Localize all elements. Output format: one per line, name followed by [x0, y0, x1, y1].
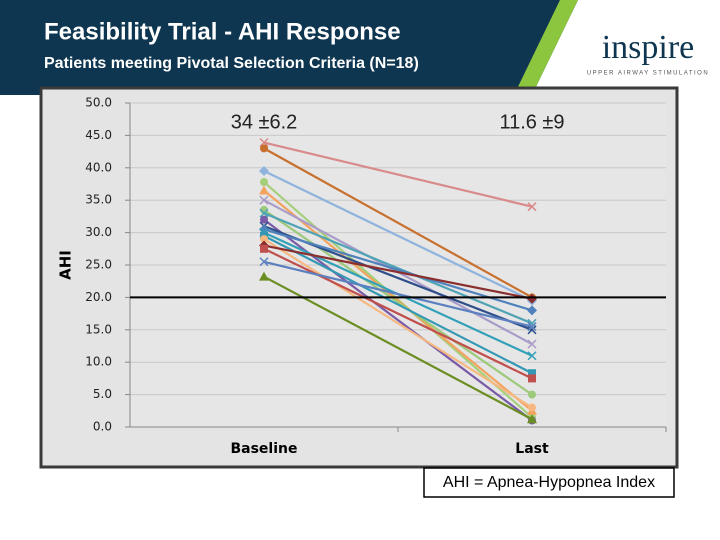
y-tick-label: 50.0 [85, 96, 112, 110]
point-marker [259, 166, 269, 177]
x-tick-label: Baseline [230, 441, 297, 457]
footnote-box [423, 467, 675, 498]
series-line [263, 238, 533, 409]
series-line [263, 189, 533, 412]
point-marker [260, 244, 268, 253]
series-line [263, 247, 533, 380]
y-tick-label: 45.0 [85, 128, 112, 142]
footnote: AHI = Apnea-Hypopnea Index [443, 474, 655, 491]
point-marker [527, 414, 537, 424]
point-marker [259, 185, 269, 195]
header-band [0, 0, 578, 95]
logo-name: inspire [602, 29, 695, 66]
point-marker [528, 369, 536, 378]
point-marker [259, 195, 269, 205]
y-tick-label: 10.0 [85, 355, 112, 369]
series-line [263, 212, 533, 325]
series-line [263, 244, 533, 300]
series-line [263, 275, 533, 421]
point-marker [527, 322, 537, 332]
plot: 0.0 5.0 10.0 15.0 20.0 25.0 30.0 35.0 40.0 45.0 50… [57, 96, 667, 457]
point-marker [260, 178, 268, 187]
point-marker [527, 325, 537, 335]
point-marker [260, 144, 268, 153]
series-line [263, 147, 533, 299]
header-stripe [514, 0, 578, 95]
point-marker [528, 403, 536, 412]
point-marker [528, 374, 536, 383]
slide-title: Feasibility Trial - AHI Response [44, 18, 401, 45]
point-marker [259, 208, 269, 218]
annotation: 11.6 ±9 [499, 111, 564, 133]
point-marker [259, 257, 269, 267]
point-marker [527, 305, 537, 316]
x-tick-label: Last [515, 441, 549, 457]
series-line [263, 260, 533, 328]
point-marker [527, 293, 537, 304]
point-marker [527, 202, 537, 212]
point-marker [260, 235, 268, 244]
y-tick-label: 15.0 [85, 322, 112, 336]
y-tick-label: 30.0 [85, 225, 112, 239]
slide-subtitle: Patients meeting Pivotal Selection Crite… [44, 55, 419, 72]
y-tick-label: 35.0 [85, 193, 112, 207]
series-line [263, 234, 533, 375]
series-line [263, 141, 533, 208]
y-tick-label: 20.0 [85, 290, 112, 304]
point-marker [527, 351, 537, 361]
y-axis-label: AHI [57, 250, 75, 280]
y-tick-label: 0.0 [93, 420, 112, 434]
logo-tagline: UPPER AIRWAY STIMULATION [587, 71, 709, 77]
series-line [263, 170, 533, 302]
y-tick-label: 25.0 [85, 258, 112, 272]
point-marker [527, 339, 537, 349]
y-tick-label: 40.0 [85, 160, 112, 174]
annotation: 34 ±6.2 [231, 111, 298, 133]
point-marker [259, 271, 269, 281]
series-line [263, 209, 533, 396]
point-marker [528, 390, 536, 399]
y-tick-label: 5.0 [93, 387, 112, 401]
point-marker [259, 137, 269, 148]
point-marker [260, 215, 268, 224]
